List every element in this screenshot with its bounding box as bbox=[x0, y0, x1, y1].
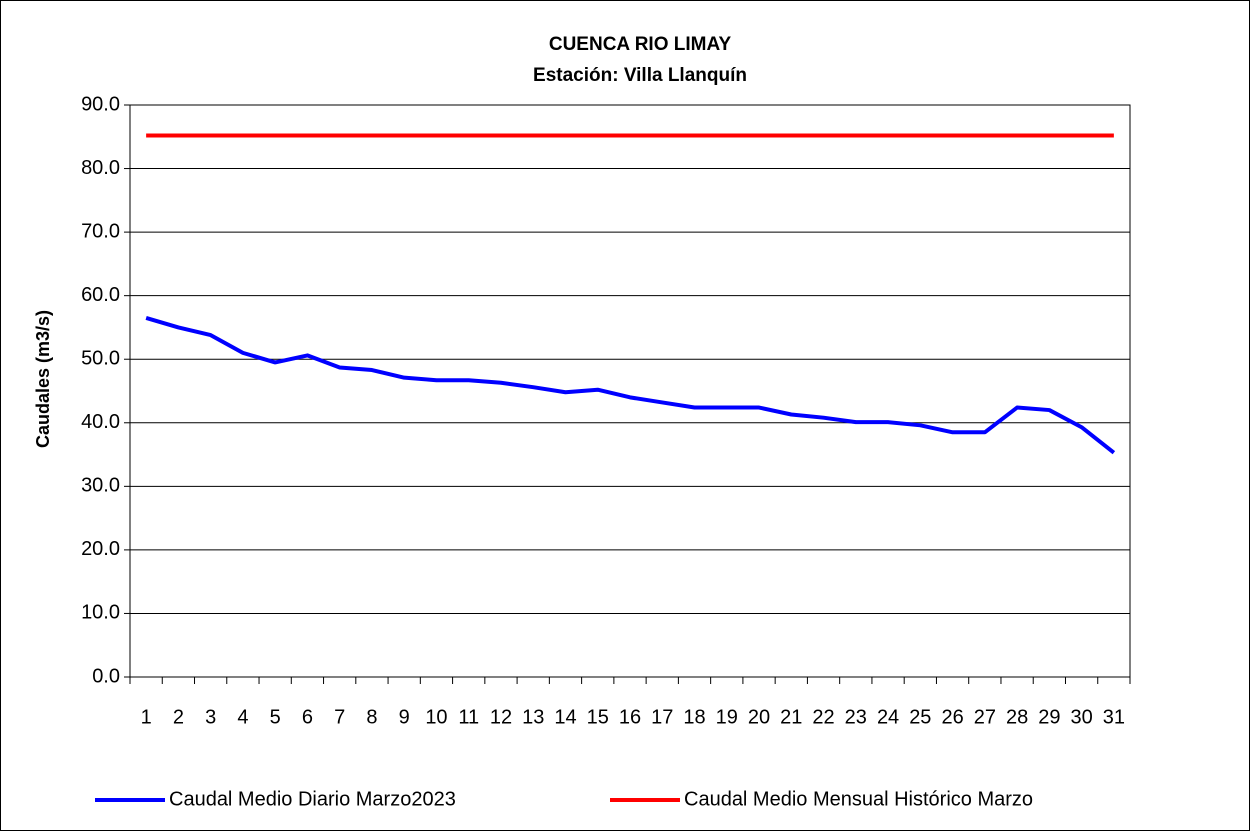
x-tick-label: 4 bbox=[237, 706, 248, 728]
x-tick-label: 22 bbox=[812, 706, 834, 728]
series-line bbox=[145, 315, 1116, 455]
x-tick-label: 26 bbox=[941, 706, 963, 728]
x-tick-label: 9 bbox=[399, 706, 410, 728]
y-tick-label: 70.0 bbox=[81, 220, 120, 242]
x-tick-label: 21 bbox=[780, 706, 802, 728]
x-tick-label: 19 bbox=[716, 706, 738, 728]
x-tick-label: 23 bbox=[845, 706, 867, 728]
legend-label: Caudal Medio Mensual Histórico Marzo bbox=[684, 788, 1033, 810]
x-tick-label: 6 bbox=[302, 706, 313, 728]
x-tick-label: 29 bbox=[1038, 706, 1060, 728]
x-tick-label: 30 bbox=[1070, 706, 1092, 728]
x-tick-label: 3 bbox=[205, 706, 216, 728]
x-tick-label: 11 bbox=[458, 706, 479, 728]
x-tick-label: 5 bbox=[270, 706, 281, 728]
y-axis-label: Caudales (m3/s) bbox=[33, 310, 53, 448]
y-tick-label: 30.0 bbox=[81, 475, 120, 497]
chart-title: CUENCA RIO LIMAY bbox=[549, 34, 732, 55]
y-tick-label: 40.0 bbox=[81, 411, 120, 433]
y-tick-label: 20.0 bbox=[81, 538, 120, 560]
y-tick-label: 50.0 bbox=[81, 348, 120, 370]
x-tick-label: 8 bbox=[366, 706, 377, 728]
x-tick-label: 12 bbox=[490, 706, 512, 728]
x-tick-label: 1 bbox=[141, 706, 152, 728]
chart-subtitle: Estación: Villa Llanquín bbox=[533, 65, 747, 86]
x-tick-label: 17 bbox=[651, 706, 673, 728]
x-tick-label: 24 bbox=[877, 706, 899, 728]
x-tick-label: 15 bbox=[587, 706, 609, 728]
x-tick-label: 25 bbox=[909, 706, 931, 728]
x-tick-label: 28 bbox=[1006, 706, 1028, 728]
x-tick-label: 2 bbox=[173, 706, 184, 728]
x-tick-label: 18 bbox=[683, 706, 705, 728]
x-tick-label: 14 bbox=[554, 706, 576, 728]
plot-area bbox=[129, 104, 1131, 678]
x-tick-label: 10 bbox=[425, 706, 447, 728]
x-tick-label: 31 bbox=[1103, 706, 1125, 728]
y-tick-label: 10.0 bbox=[81, 602, 120, 624]
legend-label: Caudal Medio Diario Marzo2023 bbox=[169, 788, 456, 810]
x-tick-label: 20 bbox=[748, 706, 770, 728]
y-tick-label: 0.0 bbox=[92, 665, 120, 687]
x-tick-label: 16 bbox=[619, 706, 641, 728]
x-tick-label: 27 bbox=[974, 706, 996, 728]
y-tick-label: 90.0 bbox=[81, 93, 120, 115]
x-tick-label: 13 bbox=[522, 706, 544, 728]
y-tick-label: 80.0 bbox=[81, 157, 120, 179]
y-tick-label: 60.0 bbox=[81, 284, 120, 306]
x-tick-label: 7 bbox=[334, 706, 345, 728]
